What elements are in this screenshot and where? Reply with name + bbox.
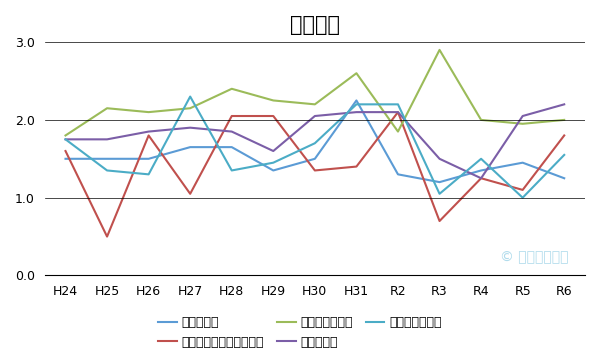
物質工学科 (270, 149, 277, 153)
物質工学科 (436, 157, 443, 161)
電気電子システム工学科 (145, 133, 152, 138)
Line: 物質工学科: 物質工学科 (65, 104, 564, 178)
Text: © 高専受験計画: © 高専受験計画 (500, 250, 569, 264)
環境都市工学科 (436, 192, 443, 196)
電子制御工学科 (436, 48, 443, 52)
機械工学科 (560, 176, 568, 180)
環境都市工学科 (270, 161, 277, 165)
物質工学科 (187, 126, 194, 130)
環境都市工学科 (519, 195, 526, 200)
電気電子システム工学科 (394, 110, 401, 114)
環境都市工学科 (311, 141, 319, 145)
電気電子システム工学科 (187, 192, 194, 196)
電気電子システム工学科 (62, 149, 69, 153)
環境都市工学科 (394, 102, 401, 107)
電気電子システム工学科 (228, 114, 235, 118)
電子制御工学科 (145, 110, 152, 114)
物質工学科 (103, 137, 110, 141)
電子制御工学科 (62, 133, 69, 138)
電子制御工学科 (353, 71, 360, 75)
電気電子システム工学科 (436, 219, 443, 223)
Title: 学力選抜: 学力選抜 (290, 15, 340, 35)
環境都市工学科 (228, 168, 235, 173)
電気電子システム工学科 (519, 188, 526, 192)
環境都市工学科 (187, 94, 194, 99)
Line: 機械工学科: 機械工学科 (65, 100, 564, 182)
機械工学科 (228, 145, 235, 149)
Line: 電気電子システム工学科: 電気電子システム工学科 (65, 112, 564, 237)
機械工学科 (187, 145, 194, 149)
機械工学科 (145, 157, 152, 161)
物質工学科 (62, 137, 69, 141)
機械工学科 (311, 157, 319, 161)
物質工学科 (478, 176, 485, 180)
電子制御工学科 (103, 106, 110, 111)
電子制御工学科 (270, 98, 277, 103)
環境都市工学科 (145, 172, 152, 176)
物質工学科 (311, 114, 319, 118)
Line: 環境都市工学科: 環境都市工学科 (65, 96, 564, 198)
機械工学科 (478, 168, 485, 173)
機械工学科 (62, 157, 69, 161)
環境都市工学科 (560, 153, 568, 157)
物質工学科 (145, 129, 152, 134)
環境都市工学科 (62, 137, 69, 141)
電子制御工学科 (519, 122, 526, 126)
電気電子システム工学科 (560, 133, 568, 138)
電子制御工学科 (311, 102, 319, 107)
機械工学科 (436, 180, 443, 184)
環境都市工学科 (103, 168, 110, 173)
Line: 電子制御工学科: 電子制御工学科 (65, 50, 564, 135)
Legend: 機械工学科, 電気電子システム工学科, 電子制御工学科, 物質工学科, 環境都市工学科: 機械工学科, 電気電子システム工学科, 電子制御工学科, 物質工学科, 環境都市… (153, 311, 447, 354)
機械工学科 (103, 157, 110, 161)
電子制御工学科 (478, 118, 485, 122)
機械工学科 (519, 161, 526, 165)
電子制御工学科 (560, 118, 568, 122)
機械工学科 (270, 168, 277, 173)
物質工学科 (519, 114, 526, 118)
電子制御工学科 (228, 87, 235, 91)
環境都市工学科 (353, 102, 360, 107)
電気電子システム工学科 (353, 165, 360, 169)
電子制御工学科 (394, 129, 401, 134)
電子制御工学科 (187, 106, 194, 111)
物質工学科 (560, 102, 568, 107)
電気電子システム工学科 (311, 168, 319, 173)
機械工学科 (353, 98, 360, 103)
機械工学科 (394, 172, 401, 176)
環境都市工学科 (478, 157, 485, 161)
電気電子システム工学科 (103, 234, 110, 239)
物質工学科 (353, 110, 360, 114)
電気電子システム工学科 (270, 114, 277, 118)
電気電子システム工学科 (478, 176, 485, 180)
物質工学科 (228, 129, 235, 134)
物質工学科 (394, 110, 401, 114)
